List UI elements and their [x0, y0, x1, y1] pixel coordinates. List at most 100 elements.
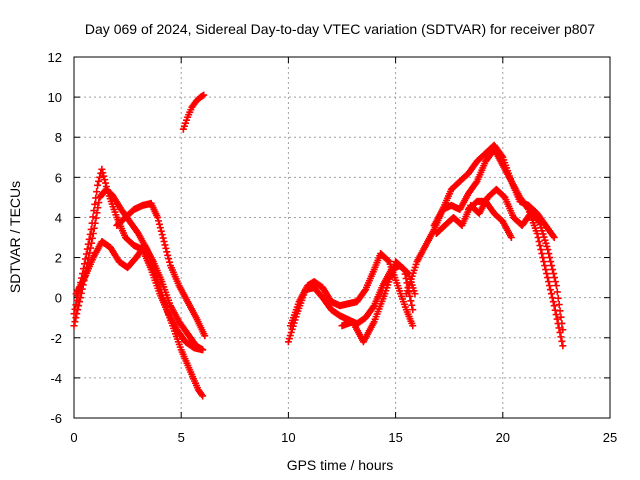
data-point	[537, 246, 545, 254]
data-point	[92, 194, 100, 202]
data-point	[557, 313, 565, 321]
data-point	[545, 278, 553, 286]
series-track-j	[430, 145, 558, 241]
data-point	[95, 199, 103, 207]
data-point	[86, 230, 94, 238]
y-tick-label: 8	[55, 130, 62, 145]
data-point	[89, 213, 97, 221]
data-point	[91, 200, 99, 208]
data-point	[103, 186, 111, 194]
x-tick-label: 5	[178, 430, 185, 445]
plot-frame	[73, 56, 611, 419]
data-point	[556, 307, 564, 315]
data-point	[369, 303, 377, 311]
series-track-k	[432, 185, 567, 334]
grid	[74, 57, 610, 418]
data-point	[100, 172, 108, 180]
data-point	[102, 179, 110, 187]
data-point	[73, 296, 81, 304]
data-point	[156, 224, 164, 232]
data-point	[554, 294, 562, 302]
data-point	[93, 188, 101, 196]
data-point	[201, 332, 209, 340]
data-point	[87, 225, 95, 233]
data-point	[547, 258, 555, 266]
data-point	[87, 239, 95, 247]
data-point	[545, 250, 553, 258]
data-point	[552, 311, 560, 319]
data-point	[555, 301, 563, 309]
data-point	[85, 235, 93, 243]
data-point	[155, 217, 163, 225]
y-tick-label: -4	[50, 371, 62, 386]
chart-title: Day 069 of 2024, Sidereal Day-to-day VTE…	[85, 21, 595, 37]
data-point	[164, 251, 172, 259]
data-point	[507, 234, 515, 241]
y-axis-label: SDTVAR / TECUs	[7, 181, 23, 293]
data-point	[70, 322, 78, 330]
data-point	[163, 248, 171, 256]
y-tick-label: 10	[48, 90, 62, 105]
data-point	[406, 292, 414, 300]
series-track-h	[338, 258, 417, 346]
series-track-c	[72, 238, 207, 354]
data-point	[83, 245, 91, 253]
data-point	[160, 238, 168, 246]
series-track-g	[287, 250, 417, 330]
data-point	[98, 165, 106, 173]
data-point	[407, 297, 415, 305]
data-point	[99, 169, 107, 177]
data-point	[551, 278, 559, 286]
data-point	[538, 250, 546, 258]
x-tick-label: 25	[603, 430, 617, 445]
data-point	[71, 318, 79, 326]
data-point	[90, 207, 98, 215]
x-tick-label: 0	[70, 430, 77, 445]
data-point	[409, 322, 417, 330]
data-point	[84, 240, 92, 248]
data-point	[550, 234, 558, 241]
data-point	[544, 274, 552, 282]
data-point	[70, 310, 78, 318]
data-point	[102, 183, 110, 191]
data-point	[400, 266, 408, 274]
data-point	[533, 229, 541, 237]
data-point	[535, 238, 543, 246]
data-point	[409, 306, 417, 314]
data-point	[472, 179, 480, 187]
data-point	[82, 250, 90, 258]
data-point	[71, 305, 79, 313]
data-point	[158, 231, 166, 239]
data-point	[159, 234, 167, 242]
x-tick-label: 15	[388, 430, 402, 445]
data-point	[399, 265, 407, 273]
data-point	[534, 234, 542, 241]
data-point	[401, 270, 409, 278]
data-point	[72, 301, 80, 309]
series-track-e	[179, 91, 208, 133]
data-point	[161, 241, 169, 249]
data-point	[81, 255, 89, 263]
data-point	[550, 302, 558, 310]
data-point	[166, 258, 174, 266]
data-point	[80, 260, 88, 268]
data-point	[546, 254, 554, 262]
y-tick-label: 12	[48, 50, 62, 65]
data-point	[540, 258, 548, 266]
data-point	[162, 244, 170, 252]
data-point	[94, 181, 102, 189]
axis-ticks: 0 5 10 15 20 25 -6 -4 -2 0 2 4 6 8 10 12	[48, 50, 618, 445]
x-axis-label: GPS time / hours	[287, 457, 394, 473]
data-point	[155, 220, 163, 228]
series-track-i	[402, 141, 567, 350]
data-point	[541, 262, 549, 270]
data-point	[553, 315, 561, 323]
data-point	[558, 319, 566, 327]
data-point	[154, 213, 162, 221]
data-point	[550, 274, 558, 282]
data-point	[542, 266, 550, 274]
data-point	[558, 337, 566, 345]
data-point	[544, 246, 552, 254]
x-tick-label: 10	[281, 430, 295, 445]
data-point	[559, 326, 567, 334]
